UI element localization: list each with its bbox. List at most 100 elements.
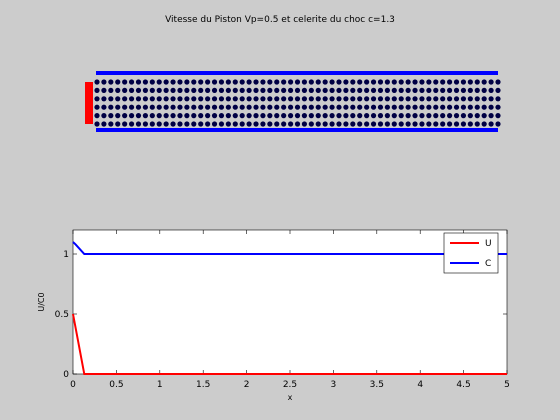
particle (426, 79, 432, 85)
particle (101, 96, 107, 102)
x-tick-label: 4 (417, 380, 423, 390)
particle (412, 113, 418, 119)
particle (440, 104, 446, 110)
particle (495, 79, 501, 85)
particle (412, 96, 418, 102)
x-tick-label: 2 (244, 380, 250, 390)
particle (481, 121, 487, 127)
particle (447, 96, 453, 102)
particle (377, 87, 384, 93)
particle (405, 87, 411, 93)
particle (308, 87, 314, 93)
particle (412, 87, 418, 93)
particle (315, 113, 321, 119)
particle (467, 121, 473, 127)
particle (308, 121, 314, 127)
particle (453, 121, 460, 127)
particle (115, 121, 121, 127)
particle (191, 79, 197, 85)
particle (108, 96, 114, 102)
particle (239, 96, 245, 102)
particle (474, 79, 480, 85)
particle (253, 121, 259, 127)
particle (329, 104, 335, 110)
particle (232, 121, 238, 127)
particle (281, 113, 287, 119)
particle (329, 87, 335, 93)
particle (336, 121, 342, 127)
particle (184, 104, 190, 110)
particle (225, 113, 231, 119)
particle (156, 104, 162, 110)
particle (460, 113, 467, 119)
particle (294, 113, 301, 119)
particle (467, 113, 473, 119)
particle (370, 79, 377, 85)
particle (191, 96, 197, 102)
particle (142, 96, 148, 102)
particle (357, 87, 363, 93)
particle (128, 121, 135, 127)
piston-plot-title: Vitesse du Piston Vp=0.5 et celerite du … (165, 15, 395, 25)
particle (447, 113, 453, 119)
particle (198, 121, 204, 127)
particle (274, 87, 280, 93)
particle (149, 96, 155, 102)
particle (419, 113, 425, 119)
particle (460, 87, 467, 93)
particle (260, 79, 266, 85)
particle (170, 121, 176, 127)
particle (419, 96, 425, 102)
particle (357, 113, 363, 119)
particle (357, 79, 363, 85)
legend-label-c: C (485, 259, 491, 269)
particle (460, 96, 467, 102)
particle (364, 104, 370, 110)
particle (218, 79, 225, 85)
particle (329, 79, 335, 85)
particle (184, 96, 190, 102)
particle (301, 96, 308, 102)
particle (281, 79, 287, 85)
particle (239, 113, 245, 119)
particle (184, 113, 190, 119)
particle (364, 121, 370, 127)
legend-label-u: U (485, 239, 492, 249)
particle (350, 79, 356, 85)
particle (177, 96, 183, 102)
particle (142, 79, 148, 85)
x-axis-label: x (288, 393, 293, 402)
particle (198, 79, 204, 85)
particle (122, 87, 128, 93)
particle (177, 87, 183, 93)
particle (225, 79, 231, 85)
particle (205, 113, 211, 119)
plot-area (72, 229, 508, 375)
particle (453, 87, 460, 93)
particle (274, 121, 280, 127)
particle (308, 79, 314, 85)
particle (122, 121, 128, 127)
particle (398, 79, 404, 85)
particle (343, 121, 349, 127)
particle (322, 87, 328, 93)
particle (336, 79, 342, 85)
particle (460, 79, 467, 85)
particle (294, 121, 301, 127)
particle (122, 96, 128, 102)
particle (94, 79, 100, 85)
particle (419, 121, 425, 127)
particle (163, 121, 169, 127)
particle (108, 87, 114, 93)
particle (287, 113, 294, 119)
y-tick-label: 1 (63, 250, 69, 260)
x-tick-label: 2.5 (283, 380, 297, 390)
particle (426, 113, 432, 119)
particle (315, 121, 321, 127)
particle (149, 87, 155, 93)
particle (274, 104, 280, 110)
particle (211, 79, 218, 85)
y-axis-label: U/C0 (37, 292, 46, 311)
particle (211, 96, 218, 102)
